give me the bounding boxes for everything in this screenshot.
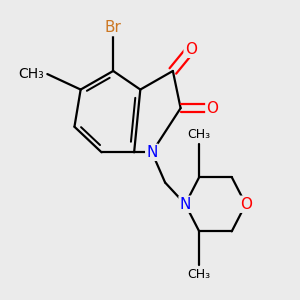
Text: N: N [180,197,191,212]
Text: CH₃: CH₃ [188,128,211,141]
Text: CH₃: CH₃ [19,67,44,81]
Text: O: O [206,101,218,116]
Text: O: O [240,197,252,212]
Text: Br: Br [105,20,122,35]
Text: N: N [146,145,158,160]
Text: O: O [185,42,197,57]
Text: CH₃: CH₃ [188,268,211,281]
